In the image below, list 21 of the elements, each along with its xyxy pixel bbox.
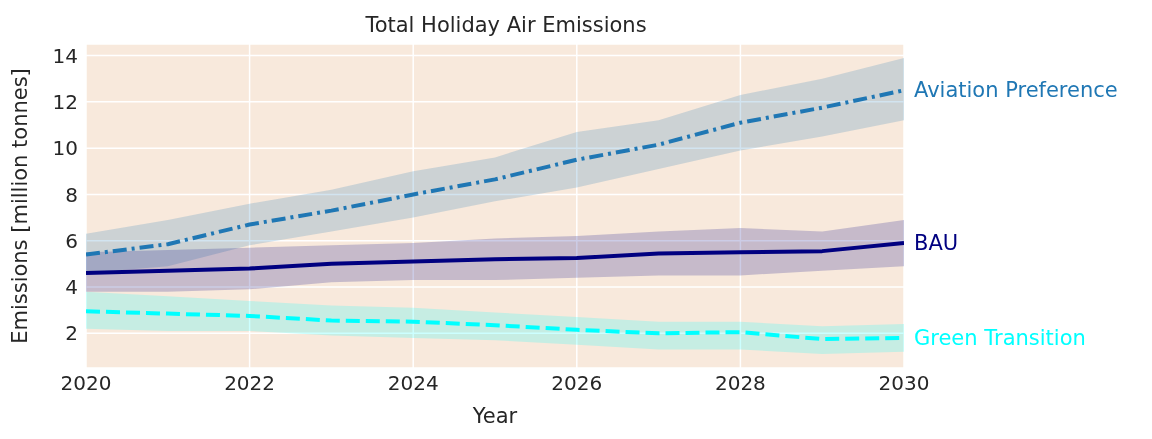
x-axis-title: Year [471, 404, 518, 428]
y-axis-title: Emissions [million tonnes] [8, 68, 33, 344]
chart-title: Total Holiday Air Emissions [364, 13, 647, 37]
y-tick-label: 14 [52, 43, 78, 68]
series-label: Aviation Preference [914, 78, 1118, 103]
series-label: BAU [914, 231, 959, 256]
line-series [86, 88, 904, 257]
y-tick-label: 12 [52, 89, 78, 114]
x-tick-label: 2020 [60, 371, 112, 396]
y-tick-label: 10 [52, 136, 78, 161]
x-tick-label: 2024 [387, 371, 439, 396]
x-tick-label: 2026 [551, 371, 603, 396]
y-tick-label: 2 [65, 321, 78, 346]
y-tick-label: 8 [65, 182, 78, 207]
x-tick-label: 2030 [878, 371, 930, 396]
x-tick-label: 2028 [714, 371, 766, 396]
line-series [86, 241, 904, 276]
y-tick-label: 6 [65, 228, 78, 253]
series-label: Green Transition [914, 325, 1086, 350]
x-tick-label: 2022 [224, 371, 276, 396]
y-tick-label: 4 [65, 275, 78, 300]
